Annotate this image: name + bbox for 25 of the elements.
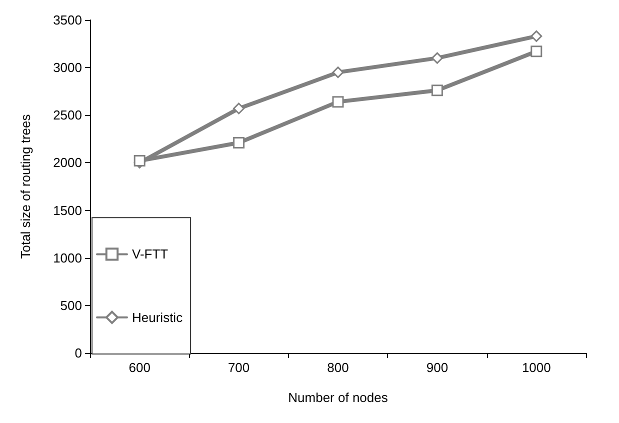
x-tick-label: 1000 <box>522 360 551 375</box>
y-tick-label: 2000 <box>53 155 82 170</box>
x-tick-label: 900 <box>426 360 448 375</box>
point <box>233 102 245 114</box>
y-tick-label: 500 <box>60 298 82 313</box>
point <box>530 30 542 42</box>
point <box>332 66 344 78</box>
x-tick-label: 600 <box>128 360 150 375</box>
y-tick-label: 2500 <box>53 108 82 123</box>
x-axis-title: Number of nodes <box>288 390 388 405</box>
point <box>431 84 443 96</box>
y-tick-label: 0 <box>74 346 82 360</box>
x-tick-label: 700 <box>228 360 250 375</box>
legend-label: Heuristic <box>132 310 184 325</box>
point <box>530 46 542 58</box>
y-tick-label: 1500 <box>53 202 82 218</box>
y-tick-label: 3000 <box>53 60 82 76</box>
y-tick-label: 3500 <box>53 12 82 28</box>
point <box>431 52 443 64</box>
y-axis-title: Total size of routing trees <box>18 114 33 259</box>
point <box>233 136 245 148</box>
x-tick-label: 800 <box>327 360 349 375</box>
y-tick-label: 1000 <box>53 250 82 266</box>
point <box>332 96 344 108</box>
legend-label: V-FTT <box>132 246 168 262</box>
